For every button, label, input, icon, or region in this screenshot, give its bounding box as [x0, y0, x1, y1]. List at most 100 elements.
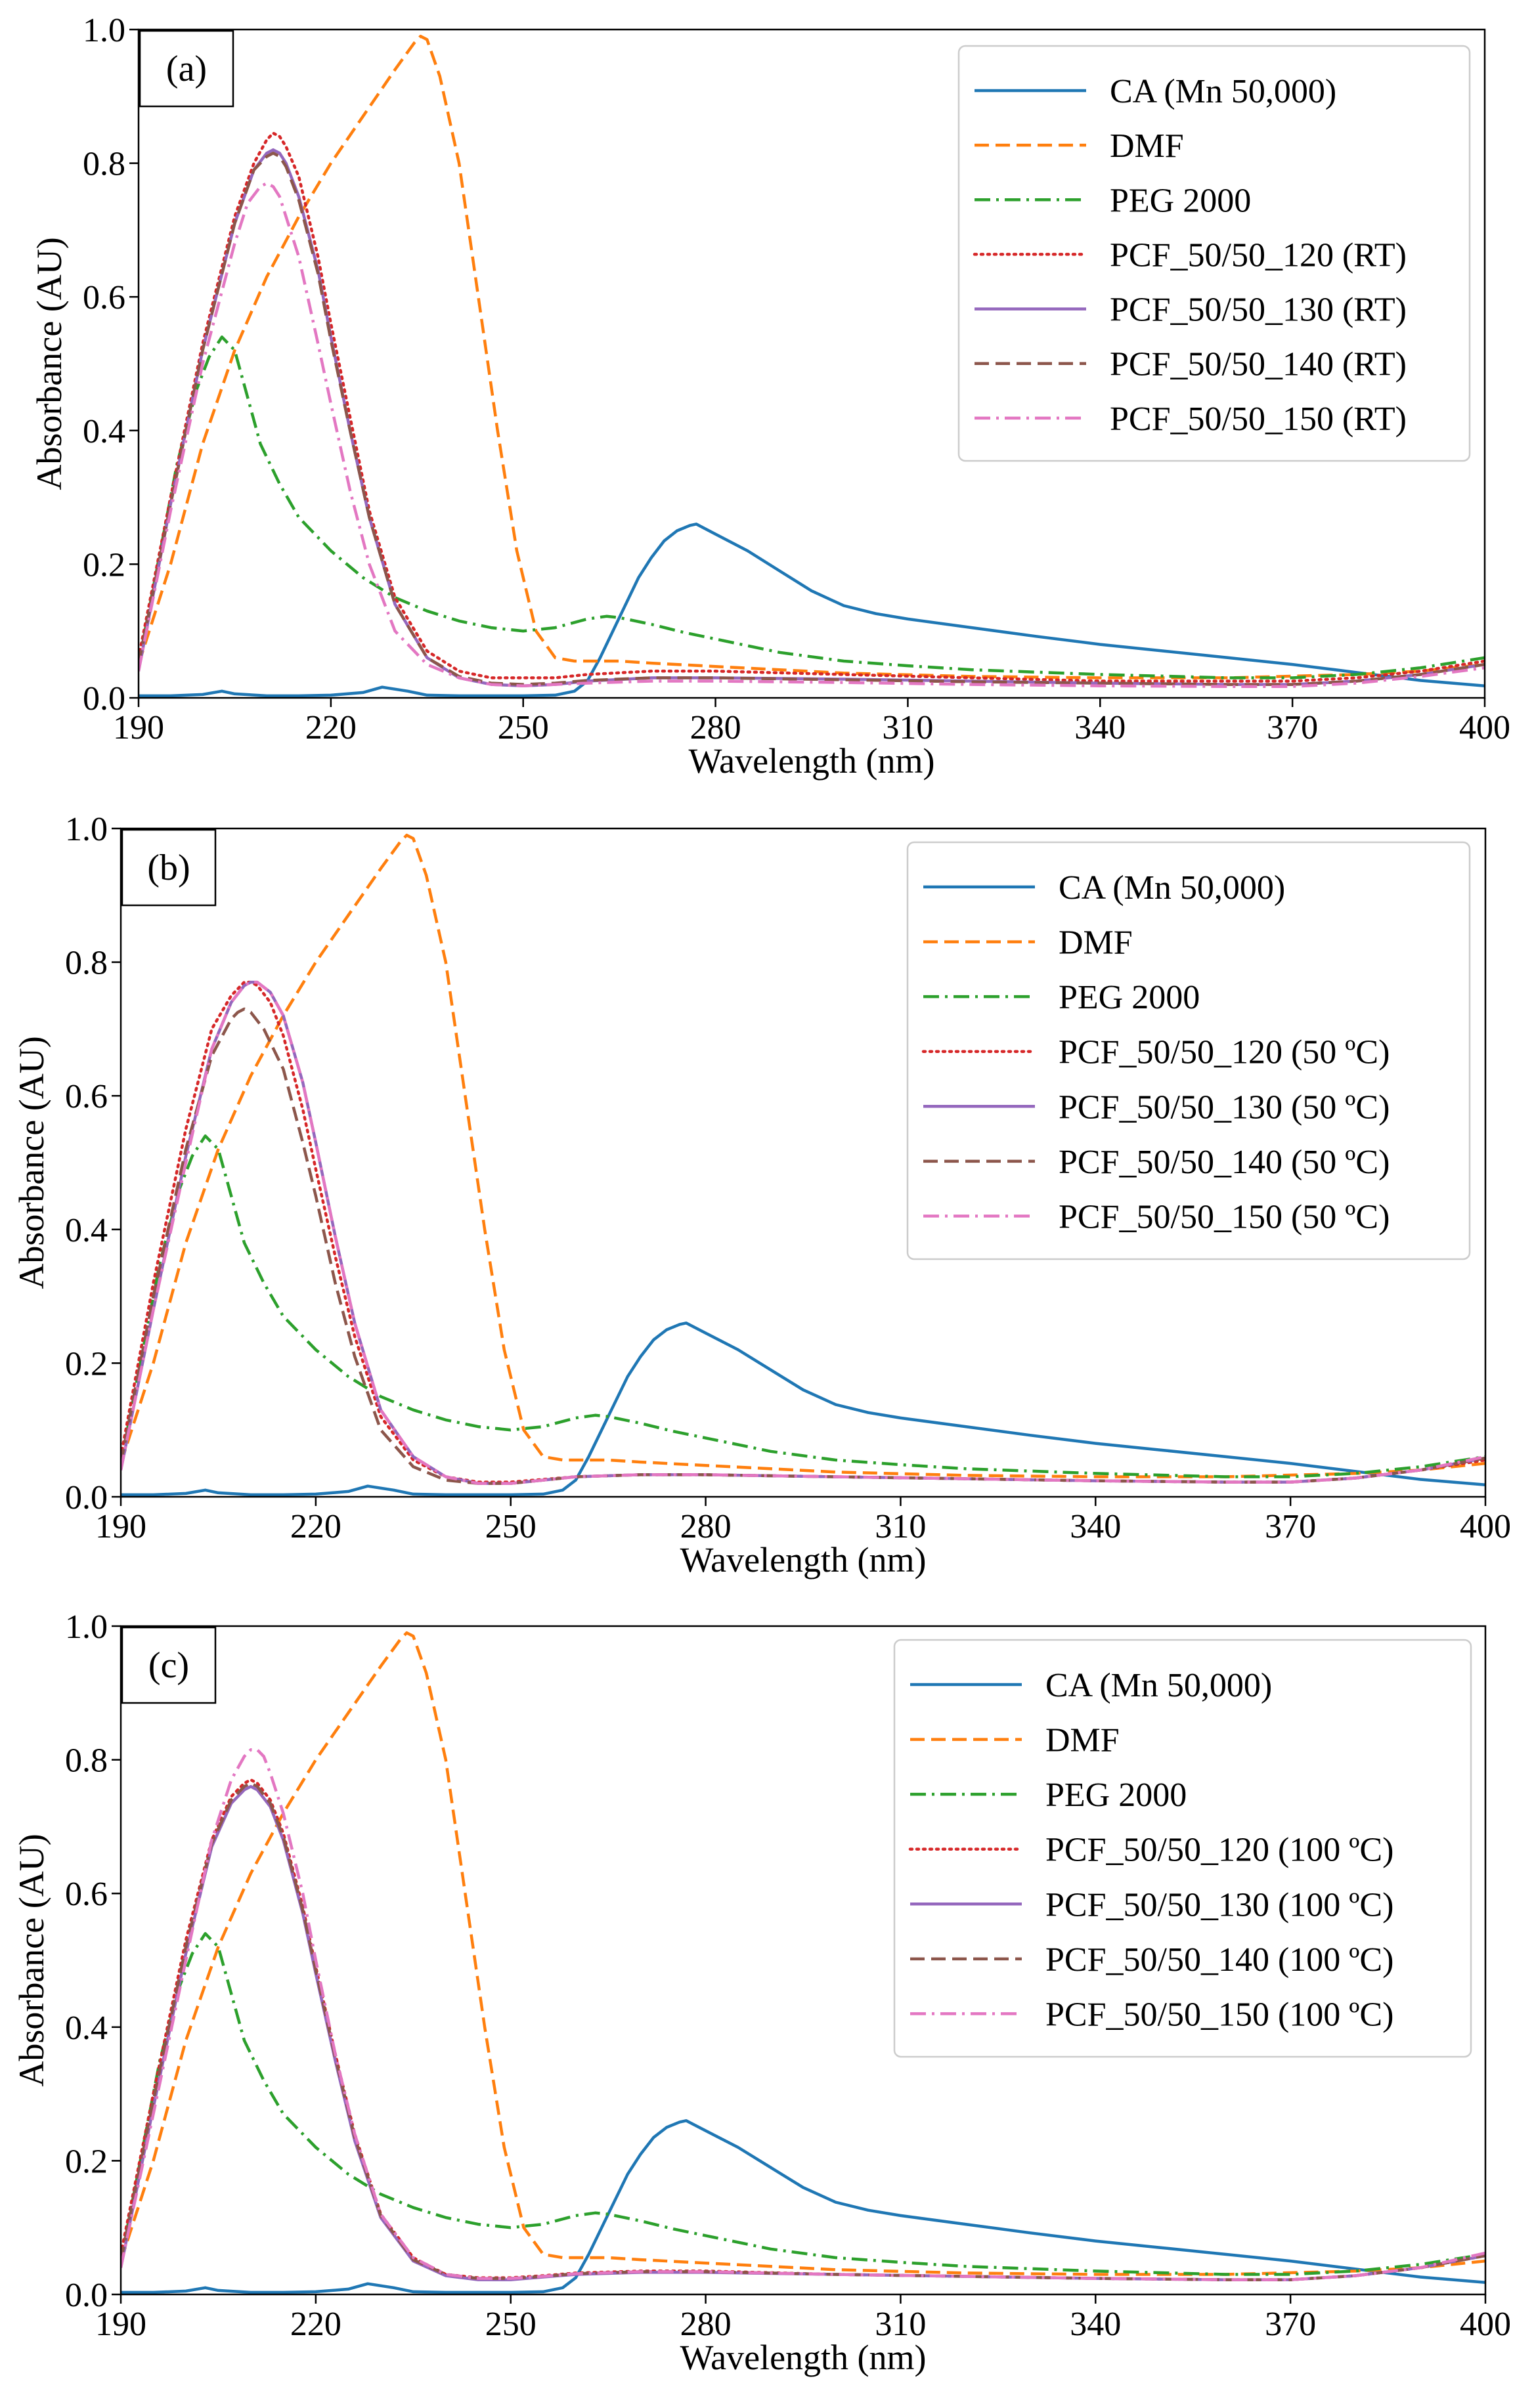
legend-entry: PCF_50/50_120 (100 ºC) [1045, 1832, 1393, 1869]
chart-panel-1: 190 220 250 280 310 340 370 400 0.0 0.2 0.4 0.6 0.8 1… [12, 811, 1511, 1580]
y-tick-label: 0.2 [65, 2143, 108, 2180]
panel-label: (a) [166, 49, 207, 89]
legend-entry: PEG 2000 [1045, 1776, 1187, 1814]
series-line-0-5 [139, 152, 1485, 686]
legend-entry: DMF [1110, 127, 1184, 165]
series-line-1-0 [121, 1322, 1485, 1497]
x-tick-label: 340 [1074, 709, 1126, 746]
legend-entry: CA (Mn 50,000) [1059, 869, 1285, 907]
panel-label-box [121, 1626, 217, 1704]
legend: CA (Mn 50,000) DMF PEG 2000 PCF_50/50_120 (… [957, 45, 1471, 462]
x-axis-label: Wavelength (nm) [688, 741, 934, 781]
x-tick-label: 310 [875, 1508, 926, 1545]
y-tick-label: 1.0 [65, 811, 108, 848]
y-tick-label: 0.0 [65, 2277, 108, 2314]
legend-entry: PCF_50/50_130 (50 ºC) [1059, 1088, 1390, 1126]
x-tick-label: 190 [113, 709, 164, 746]
x-tick-label: 280 [680, 2306, 732, 2343]
panel-label-box [139, 30, 234, 108]
legend-entry: PCF_50/50_150 (50 ºC) [1059, 1198, 1390, 1236]
series-line-0-2 [139, 335, 1485, 679]
legend-entry: PCF_50/50_120 (RT) [1110, 236, 1407, 274]
x-tick-label: 250 [498, 709, 549, 746]
panel-label-box [121, 828, 217, 907]
series-line-1-1 [121, 833, 1485, 1478]
y-axis-label: Absorbance (AU) [12, 1036, 51, 1289]
legend-entry: PCF_50/50_120 (50 ºC) [1059, 1034, 1390, 1071]
series-line-2-6 [121, 1748, 1485, 2281]
y-tick-label: 1.0 [65, 1608, 108, 1646]
x-tick-label: 190 [95, 1508, 146, 1545]
y-tick-label: 0.4 [83, 413, 125, 450]
y-tick-label: 0.0 [65, 1479, 108, 1516]
x-tick-label: 400 [1460, 1508, 1511, 1545]
y-tick-label: 0.8 [65, 1742, 108, 1780]
y-tick-label: 0.6 [83, 279, 125, 316]
x-tick-label: 370 [1265, 1508, 1316, 1545]
y-tick-label: 0.4 [65, 1212, 108, 1249]
axes-frame [120, 827, 1487, 1498]
y-axis-label: Absorbance (AU) [12, 1834, 51, 2086]
series-line-0-3 [139, 131, 1485, 683]
y-tick-label: 0.0 [83, 680, 125, 718]
x-axis-label: Wavelength (nm) [680, 1540, 926, 1580]
legend-entry: CA (Mn 50,000) [1110, 73, 1336, 110]
series-line-2-0 [121, 2119, 1485, 2294]
chart-panel-2: 190 220 250 280 310 340 370 400 0.0 0.2 0.4 0.6 0.8 1… [12, 1608, 1511, 2377]
x-tick-label: 220 [290, 2306, 341, 2343]
y-axis-label: Absorbance (AU) [30, 237, 69, 490]
x-tick-label: 400 [1460, 2306, 1511, 2343]
y-tick-label: 1.0 [83, 12, 125, 49]
axes-frame [120, 1625, 1487, 2296]
series-line-0-0 [139, 523, 1485, 698]
x-axis-label: Wavelength (nm) [680, 2338, 926, 2377]
y-tick-label: 0.6 [65, 1876, 108, 1913]
series-line-2-1 [121, 1631, 1485, 2276]
legend-entry: PCF_50/50_130 (100 ºC) [1045, 1886, 1393, 1924]
panel-label: (b) [147, 848, 190, 888]
legend-entry: PCF_50/50_140 (100 ºC) [1045, 1941, 1393, 1979]
y-tick-label: 0.6 [65, 1078, 108, 1115]
series-line-1-5 [121, 1007, 1485, 1485]
x-tick-label: 250 [485, 1508, 537, 1545]
panel-label: (c) [148, 1645, 189, 1686]
x-tick-label: 310 [882, 709, 933, 746]
x-tick-label: 340 [1070, 2306, 1121, 2343]
chart-panel-0: 190 220 250 280 310 340 370 400 0.0 0.2 0.4 0.6 0.8 1… [30, 12, 1510, 781]
y-tick-label: 0.8 [65, 945, 108, 982]
y-tick-label: 0.2 [65, 1345, 108, 1383]
legend-box [893, 1639, 1472, 2058]
x-tick-label: 370 [1267, 709, 1318, 746]
x-tick-label: 400 [1459, 709, 1510, 746]
series-line-2-5 [121, 1781, 1485, 2281]
legend-entry: PCF_50/50_150 (100 ºC) [1045, 1996, 1393, 2033]
legend-entry: PCF_50/50_140 (50 ºC) [1059, 1144, 1390, 1181]
legend-entry: DMF [1059, 924, 1133, 962]
x-tick-label: 220 [290, 1508, 341, 1545]
series-line-0-6 [139, 181, 1485, 688]
x-tick-label: 280 [680, 1508, 732, 1545]
x-tick-label: 280 [690, 709, 741, 746]
series-line-2-2 [121, 1932, 1485, 2276]
x-tick-label: 220 [305, 709, 357, 746]
x-tick-label: 250 [485, 2306, 537, 2343]
legend-entry: PCF_50/50_140 (RT) [1110, 346, 1407, 383]
y-tick-label: 0.4 [65, 2010, 108, 2047]
series-line-0-1 [139, 34, 1485, 679]
legend-entry: PCF_50/50_130 (RT) [1110, 291, 1407, 329]
y-tick-label: 0.8 [83, 146, 125, 183]
legend: CA (Mn 50,000) DMF PEG 2000 PCF_50/50_120 (… [893, 1639, 1472, 2058]
x-tick-label: 340 [1070, 1508, 1121, 1545]
legend-entry: PEG 2000 [1110, 182, 1251, 219]
y-tick-label: 0.2 [83, 546, 125, 584]
legend: CA (Mn 50,000) DMF PEG 2000 PCF_50/50_120 (… [906, 841, 1471, 1260]
x-tick-label: 190 [95, 2306, 146, 2343]
legend-entry: PEG 2000 [1059, 979, 1200, 1016]
x-tick-label: 370 [1265, 2306, 1316, 2343]
legend-box [906, 841, 1471, 1260]
legend-box [957, 45, 1471, 462]
legend-entry: CA (Mn 50,000) [1045, 1667, 1272, 1704]
axes-frame [137, 28, 1486, 699]
legend-entry: DMF [1045, 1722, 1120, 1759]
